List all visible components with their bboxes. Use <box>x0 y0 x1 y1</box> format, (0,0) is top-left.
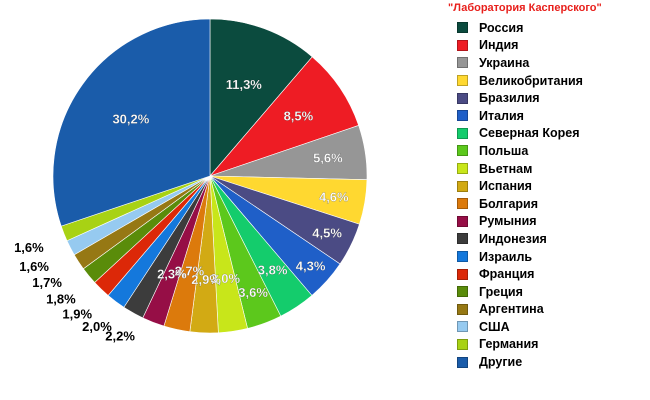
legend-swatch <box>457 233 468 245</box>
legend-label: США <box>479 319 510 334</box>
legend-swatch <box>457 145 468 157</box>
legend-swatch <box>457 321 468 333</box>
legend-label: Индия <box>479 38 519 53</box>
data-label-8: 3,6% <box>238 285 268 300</box>
data-label-17: 1,7% <box>32 275 62 290</box>
legend-item: Великобритания <box>457 72 583 90</box>
legend-swatch <box>457 303 468 315</box>
legend-label: Другие <box>479 355 523 370</box>
legend-item: Испания <box>457 177 583 195</box>
legend-swatch <box>457 215 468 227</box>
legend-swatch <box>457 92 468 104</box>
legend-label: Франция <box>479 267 535 282</box>
legend-item: Франция <box>457 265 583 283</box>
legend-swatch <box>457 180 468 192</box>
legend: Россия Индия Украина Великобритания Бразилия… <box>457 19 583 371</box>
source-label: "Лаборатория Касперского" <box>448 2 602 14</box>
data-label-3: 5,6% <box>313 150 343 165</box>
legend-item: Россия <box>457 19 583 37</box>
legend-label: Болгария <box>479 196 539 211</box>
data-label-19: 1,6% <box>14 240 44 255</box>
legend-item: Израиль <box>457 248 583 266</box>
legend-label: Украина <box>479 55 530 70</box>
legend-swatch <box>457 163 468 175</box>
legend-swatch <box>457 75 468 87</box>
data-label-9: 3,0% <box>210 271 240 286</box>
data-label-5: 4,5% <box>312 226 342 241</box>
legend-swatch <box>457 110 468 122</box>
legend-item: Греция <box>457 283 583 301</box>
legend-item: Северная Корея <box>457 125 583 143</box>
legend-swatch <box>457 22 468 34</box>
legend-swatch <box>457 198 468 210</box>
legend-item: Италия <box>457 107 583 125</box>
legend-label: Вьетнам <box>479 161 533 176</box>
legend-item: Польша <box>457 142 583 160</box>
legend-label: Северная Корея <box>479 126 580 141</box>
legend-label: Великобритания <box>479 73 583 88</box>
legend-label: Аргентина <box>479 302 544 317</box>
data-label-12: 2,3% <box>157 267 187 282</box>
legend-label: Греция <box>479 284 523 299</box>
data-label-18: 1,6% <box>19 259 49 274</box>
data-label-2: 8,5% <box>284 109 314 124</box>
legend-item: Бразилия <box>457 89 583 107</box>
data-label-7: 3,8% <box>258 263 288 278</box>
data-label-6: 4,3% <box>296 259 326 274</box>
legend-item: Индия <box>457 37 583 55</box>
data-label-15: 1,9% <box>62 307 92 322</box>
pie-slice-1 <box>209 18 313 177</box>
legend-swatch <box>457 251 468 263</box>
legend-label: Россия <box>479 20 524 35</box>
legend-label: Румыния <box>479 214 537 229</box>
data-label-16: 1,8% <box>46 291 76 306</box>
pie-slice-20 <box>52 18 211 227</box>
legend-item: Болгария <box>457 195 583 213</box>
legend-label: Испания <box>479 179 532 194</box>
data-label-13: 2,2% <box>105 329 135 344</box>
legend-swatch <box>457 127 468 139</box>
legend-item: Аргентина <box>457 301 583 319</box>
legend-label: Бразилия <box>479 91 540 106</box>
legend-item: Вьетнам <box>457 160 583 178</box>
data-label-1: 11,3% <box>226 77 263 92</box>
legend-label: Индонезия <box>479 231 547 246</box>
legend-label: Германия <box>479 337 539 352</box>
legend-label: Израиль <box>479 249 533 264</box>
data-label-11: 2,7% <box>175 264 205 279</box>
legend-label: Италия <box>479 108 524 123</box>
legend-item: США <box>457 318 583 336</box>
legend-label: Польша <box>479 143 529 158</box>
legend-item: Румыния <box>457 213 583 231</box>
legend-swatch <box>457 268 468 280</box>
data-label-20: 30,2% <box>112 112 149 127</box>
data-label-4: 4,6% <box>319 190 349 205</box>
legend-item: Индонезия <box>457 230 583 248</box>
legend-swatch <box>457 356 468 368</box>
data-label-10: 2,9% <box>191 272 221 287</box>
pie-slices <box>52 18 368 334</box>
legend-swatch <box>457 286 468 298</box>
pie-labels: 11,3% 8,5% 5,6% 4,6% 4,5% 4,3% 3,8% 3,6%3,0%2,9… <box>14 77 349 344</box>
legend-item: Другие <box>457 353 583 371</box>
legend-item: Германия <box>457 336 583 354</box>
data-label-14: 2,0% <box>82 319 112 334</box>
legend-swatch <box>457 338 468 350</box>
legend-swatch <box>457 57 468 69</box>
legend-item: Украина <box>457 54 583 72</box>
legend-swatch <box>457 39 468 51</box>
pie-slice-2 <box>209 56 360 177</box>
